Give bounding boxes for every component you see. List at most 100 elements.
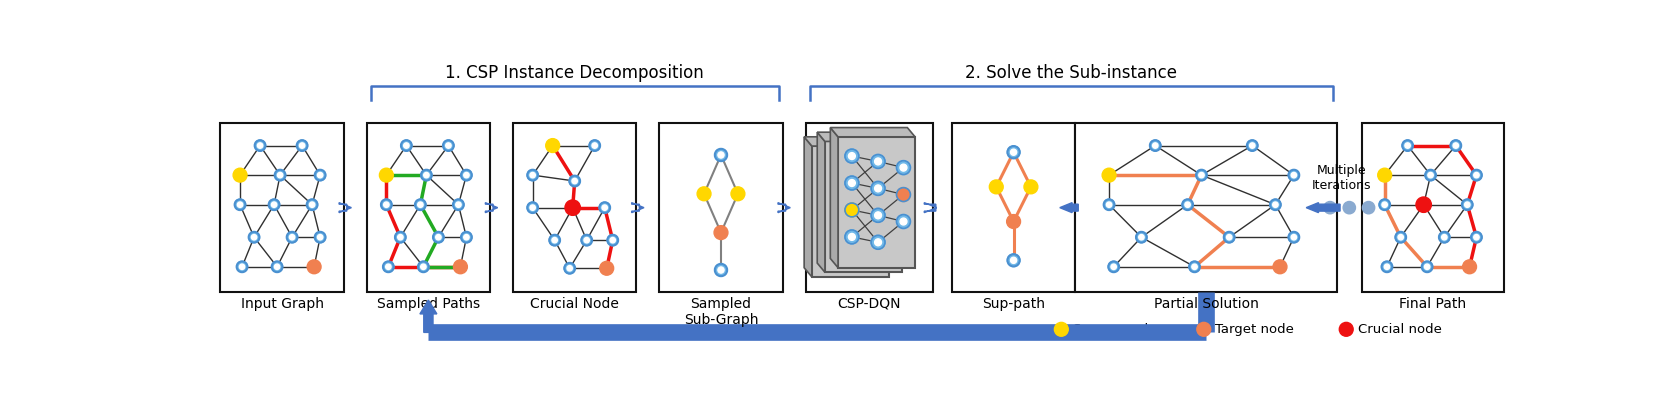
Circle shape [852,209,857,214]
Circle shape [828,176,833,181]
Circle shape [1248,143,1255,148]
Circle shape [445,143,450,148]
Circle shape [1006,254,1020,266]
Circle shape [885,237,890,242]
Circle shape [845,176,858,190]
Circle shape [848,206,858,217]
Circle shape [606,235,618,246]
Circle shape [845,230,858,244]
Text: Sup-path: Sup-path [981,297,1045,311]
Text: CSP-DQN: CSP-DQN [837,297,900,311]
Circle shape [882,234,894,245]
Circle shape [862,234,872,245]
Circle shape [385,264,391,269]
Circle shape [272,261,282,272]
Circle shape [274,264,279,269]
Circle shape [529,205,534,210]
Circle shape [234,168,247,182]
Text: Crucial node: Crucial node [1357,323,1441,336]
Circle shape [1401,140,1413,151]
Circle shape [899,164,907,171]
Circle shape [1426,172,1433,178]
Circle shape [610,237,615,243]
Circle shape [714,264,727,276]
FancyBboxPatch shape [512,123,637,292]
Circle shape [1023,180,1037,194]
Circle shape [1196,322,1210,336]
Circle shape [1136,232,1146,243]
Circle shape [1010,257,1016,264]
Circle shape [1247,140,1257,151]
Circle shape [864,171,870,177]
Circle shape [415,199,425,210]
Circle shape [1196,170,1206,181]
Circle shape [1438,232,1448,243]
Text: Sampled Paths: Sampled Paths [376,297,480,311]
Circle shape [899,218,907,225]
Circle shape [870,208,884,222]
Circle shape [318,234,323,240]
Circle shape [255,140,265,151]
Circle shape [845,149,858,163]
Circle shape [1415,197,1431,212]
Circle shape [1188,261,1200,272]
Circle shape [277,172,282,178]
Circle shape [1104,199,1114,210]
Circle shape [590,140,600,151]
Circle shape [825,173,837,184]
Circle shape [383,202,388,208]
Circle shape [528,202,538,213]
Circle shape [838,202,848,212]
Circle shape [825,206,837,217]
Circle shape [289,234,294,240]
Polygon shape [803,137,811,277]
Circle shape [395,232,405,243]
Circle shape [1398,234,1403,240]
Circle shape [874,185,880,192]
Circle shape [1404,143,1410,148]
Circle shape [1470,170,1482,181]
Circle shape [600,202,610,213]
Circle shape [714,149,727,161]
Circle shape [601,205,606,210]
Circle shape [872,242,877,247]
Circle shape [307,260,321,274]
Circle shape [825,239,837,249]
Circle shape [464,234,469,240]
Circle shape [1272,260,1287,274]
Circle shape [717,152,724,158]
Circle shape [842,171,847,177]
FancyBboxPatch shape [825,142,902,272]
Circle shape [570,176,580,186]
Circle shape [1441,234,1446,240]
Circle shape [600,261,613,275]
Circle shape [1450,140,1460,151]
Circle shape [1149,140,1159,151]
Circle shape [1270,199,1280,210]
Circle shape [380,168,393,182]
Circle shape [420,264,425,269]
FancyArrow shape [1058,203,1077,212]
Circle shape [1198,172,1203,178]
Circle shape [828,209,833,214]
Circle shape [418,261,428,272]
Circle shape [848,234,855,240]
Circle shape [435,234,440,240]
Circle shape [235,199,245,210]
Circle shape [838,234,848,245]
Circle shape [403,143,408,148]
Circle shape [1152,143,1158,148]
Circle shape [460,170,472,181]
Circle shape [383,261,393,272]
Circle shape [870,181,884,195]
FancyBboxPatch shape [811,146,889,277]
Circle shape [1110,264,1116,269]
Circle shape [1191,264,1196,269]
Circle shape [528,170,538,181]
Circle shape [571,178,576,184]
Circle shape [852,242,857,247]
Circle shape [1462,199,1472,210]
Circle shape [882,169,894,180]
Circle shape [252,234,257,240]
Circle shape [1473,172,1478,178]
